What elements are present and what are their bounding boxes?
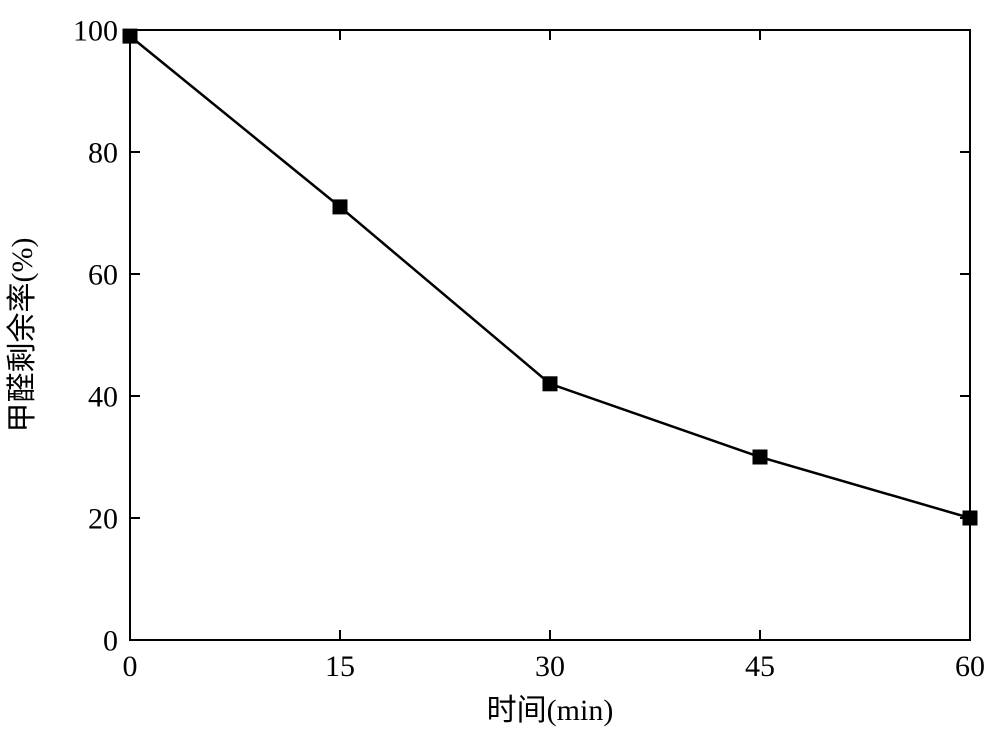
y-tick-label: 60 bbox=[88, 259, 118, 292]
y-tick-label: 20 bbox=[88, 503, 118, 536]
x-axis-label: 时间(min) bbox=[487, 694, 614, 727]
series-marker bbox=[543, 377, 557, 391]
series-marker bbox=[333, 200, 347, 214]
y-axis-label: 甲醛剩余率(%) bbox=[6, 238, 39, 433]
chart-svg: 0 15 30 45 60 0 20 40 60 80 100 时间(min) 甲醛剩余率(%) bbox=[0, 0, 1000, 748]
line-chart: 0 15 30 45 60 0 20 40 60 80 100 时间(min) 甲醛剩余率(%) bbox=[0, 0, 1000, 748]
x-tick-label: 60 bbox=[955, 650, 985, 683]
y-tick-label: 80 bbox=[88, 137, 118, 170]
series-marker bbox=[123, 29, 137, 43]
x-tick-label: 0 bbox=[123, 650, 138, 683]
series-marker bbox=[753, 450, 767, 464]
x-tick-label: 15 bbox=[325, 650, 355, 683]
x-tick-label: 30 bbox=[535, 650, 565, 683]
y-tick-label: 100 bbox=[73, 15, 118, 48]
y-tick-label: 40 bbox=[88, 381, 118, 414]
series-marker bbox=[963, 511, 977, 525]
y-tick-label: 0 bbox=[103, 625, 118, 658]
x-tick-label: 45 bbox=[745, 650, 775, 683]
